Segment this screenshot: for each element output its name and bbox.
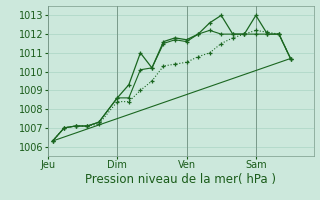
X-axis label: Pression niveau de la mer( hPa ): Pression niveau de la mer( hPa ) (85, 173, 276, 186)
